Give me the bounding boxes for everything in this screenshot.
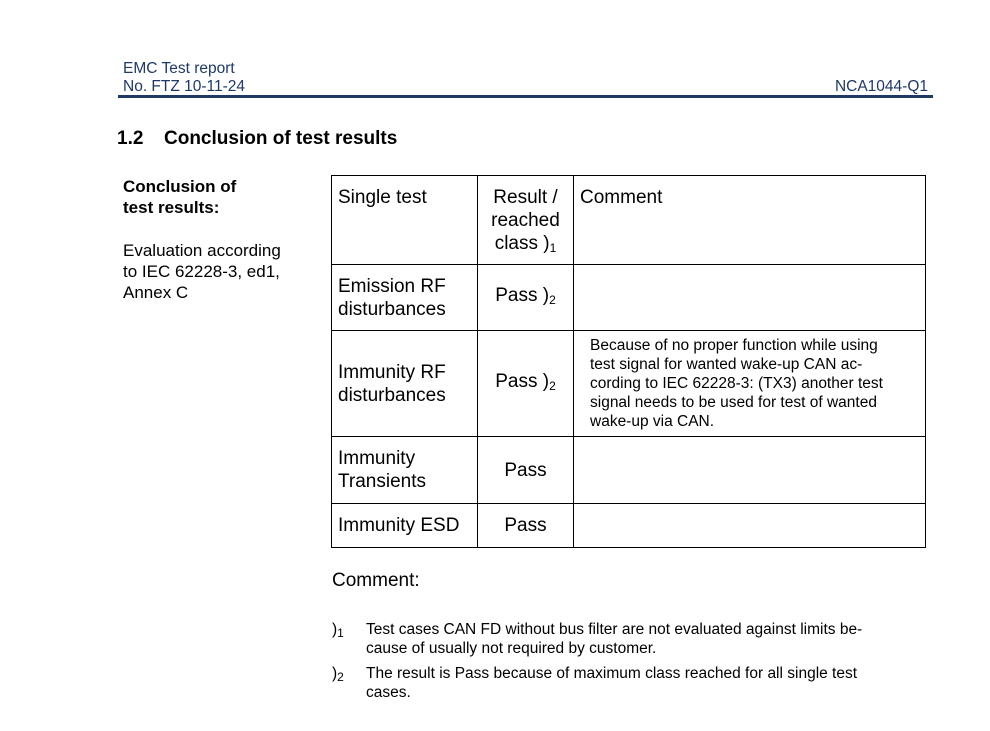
comment-label: Comment: [332,570,420,591]
cell-result: Pass )2 [477,330,574,437]
test-line: Immunity RF [338,361,446,383]
comment-line: test signal for wanted wake-up CAN ac- [590,356,863,373]
header-result-line: reached [491,210,560,231]
section-number: 1.2 [117,128,144,149]
report-type: EMC Test report [123,60,235,77]
report-number: No. FTZ 10-11-24 [123,78,246,95]
cell-test: Immunity Transients [331,436,478,504]
footnote-line: The result is Pass because of maximum cl… [366,665,858,682]
sidebar-heading: Conclusion of test results: [123,176,236,218]
footnote-text: Test cases CAN FD without bus filter are… [366,620,926,658]
cell-comment [573,436,926,504]
test-line: Emission RF [338,275,446,297]
comment-line: signal needs to be used for test of want… [590,394,877,411]
test-line: Immunity [338,448,416,469]
section-heading: 1.2 Conclusion of test results [117,128,397,150]
evaluation-line: Annex C [123,283,189,302]
cell-test: Immunity RF disturbances [331,330,478,437]
footnote-ref: 2 [549,292,556,307]
footnote-ref: 2 [549,378,556,393]
comment-line: cording to IEC 62228-3: (TX3) another te… [590,375,883,392]
table-row: Emission RF disturbances Pass )2 [331,264,926,331]
table-row: Immunity Transients Pass [331,436,926,504]
document-id: NCA1044-Q1 [834,78,928,95]
footnote-number: 2 [337,670,344,684]
header-result-line: class ) [494,233,550,254]
cell-result: Pass [477,503,574,548]
result-text: Pass ) [495,284,550,306]
result-text: Pass [504,515,547,536]
report-title: EMC Test report No. FTZ 10-11-24 [123,60,245,96]
evaluation-line: to IEC 62228-3, ed1, [123,262,280,281]
footnote-line: Test cases CAN FD without bus filter are… [366,621,863,638]
cell-result: Pass )2 [477,264,574,331]
test-line: disturbances [338,298,446,320]
header-single-test: Single test [331,175,478,265]
test-line: Immunity ESD [338,515,460,536]
header-result-line: Result / [493,187,558,208]
test-line: disturbances [338,384,446,406]
footnote-paren: ) [332,621,338,638]
header-comment: Comment [573,175,926,265]
evaluation-line: Evaluation according [123,241,281,260]
footnote-marker: )1 [332,620,344,643]
footnote-number: 1 [337,626,344,640]
cell-comment [573,264,926,331]
cell-comment [573,503,926,548]
comment-line: Because of no proper function while usin… [590,337,878,354]
cell-test: Immunity ESD [331,503,478,548]
footnote-text: The result is Pass because of maximum cl… [366,664,926,702]
footnote-marker: )2 [332,664,344,687]
cell-comment: Because of no proper function while usin… [573,330,926,437]
table-row: Immunity RF disturbances Pass )2 Because … [331,330,926,437]
result-text: Pass [504,459,547,481]
cell-result: Pass [477,436,574,504]
footnote-line: cause of usually not required by custome… [366,640,657,657]
table-row: Immunity ESD Pass [331,503,926,548]
table-header-row: Single test Result / reached class )1 Co… [331,175,926,265]
section-title: Conclusion of test results [164,128,398,149]
header-result: Result / reached class )1 [477,175,574,265]
sidebar-heading-line: test results: [123,198,220,217]
footnote-paren: ) [332,665,338,682]
evaluation-note: Evaluation according to IEC 62228-3, ed1… [123,240,281,303]
sidebar-heading-line: Conclusion of [123,177,237,196]
comment-line: wake-up via CAN. [590,413,715,430]
footnote-line: cases. [366,684,411,701]
test-line: Transients [338,471,426,492]
results-table: Single test Result / reached class )1 Co… [331,175,926,548]
header-rule [118,95,933,98]
footnote-ref: 1 [549,241,557,255]
result-text: Pass ) [495,370,550,392]
cell-test: Emission RF disturbances [331,264,478,331]
